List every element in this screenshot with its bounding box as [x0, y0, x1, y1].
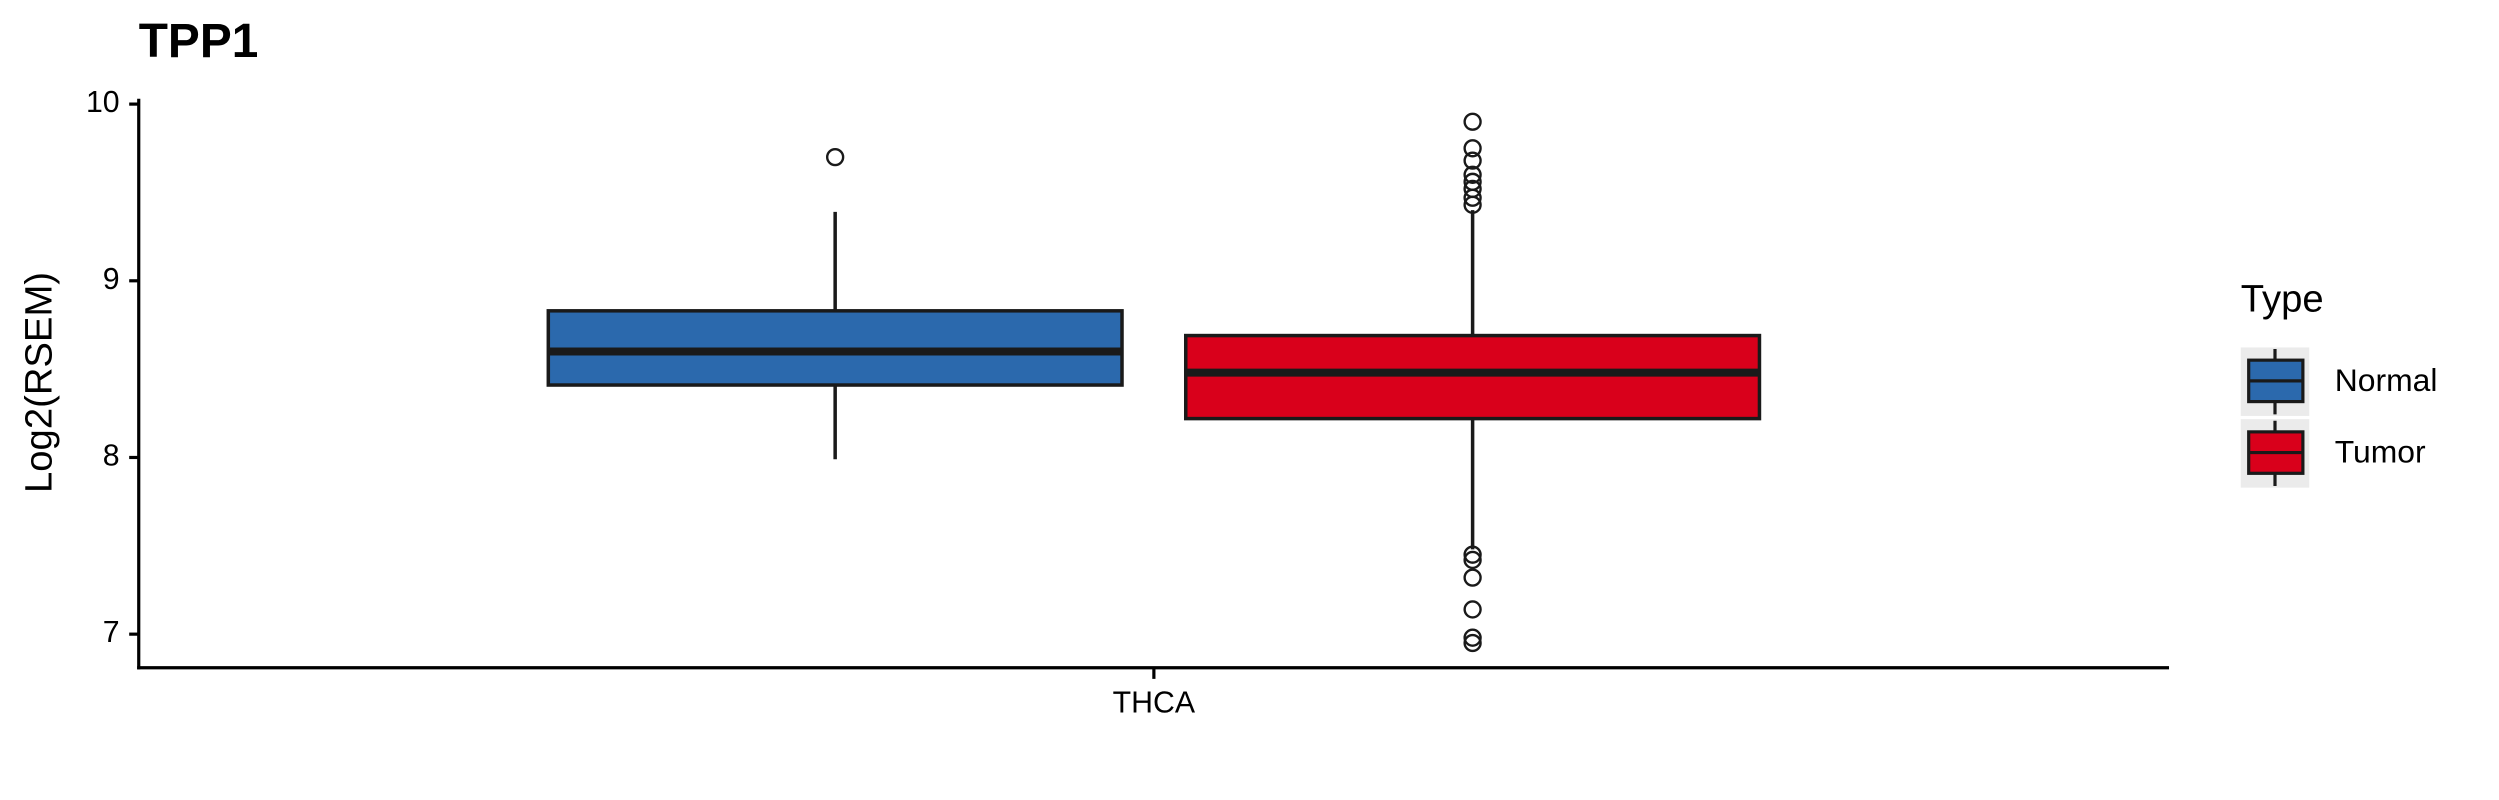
- y-axis-label: Log2(RSEM): [18, 272, 61, 493]
- outlier: [1463, 568, 1482, 587]
- legend-label: Normal: [2335, 362, 2438, 398]
- y-tick-label: 10: [86, 86, 120, 119]
- outlier: [1463, 112, 1482, 131]
- outlier: [1463, 600, 1482, 619]
- outlier: [1463, 545, 1482, 564]
- outlier: [1463, 633, 1482, 653]
- legend-title: Type: [2241, 277, 2324, 320]
- chart-title: TPP1: [139, 15, 259, 68]
- y-tick-label: 9: [103, 263, 120, 296]
- outlier: [1463, 172, 1482, 192]
- box: [1184, 333, 1762, 421]
- legend-label: Tumor: [2335, 434, 2426, 470]
- outlier: [1463, 165, 1482, 184]
- outlier: [1463, 628, 1482, 647]
- y-tick-label: 7: [103, 616, 120, 649]
- outlier: [1463, 550, 1482, 570]
- outlier: [1463, 179, 1482, 199]
- outlier: [1463, 151, 1482, 170]
- outlier: [1463, 139, 1482, 158]
- y-tick-label: 8: [103, 439, 120, 472]
- outlier: [825, 147, 845, 167]
- x-tick-label: THCA: [1113, 686, 1196, 719]
